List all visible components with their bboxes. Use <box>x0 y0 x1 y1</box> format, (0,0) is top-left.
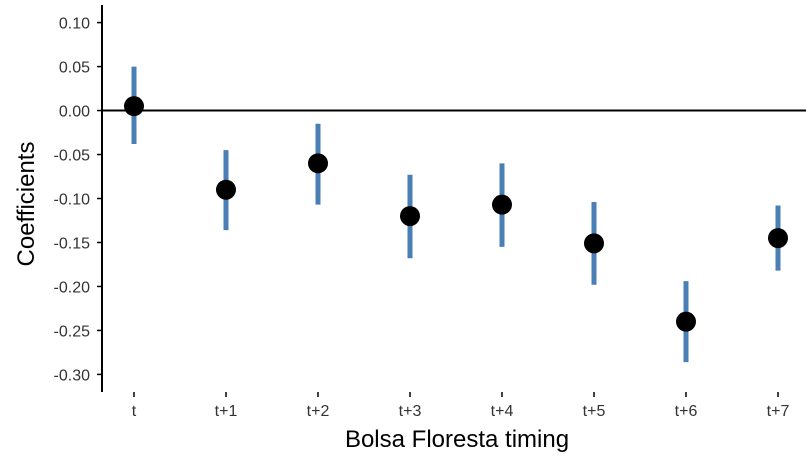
x-tick-label: t+6 <box>675 403 698 420</box>
x-tick-label: t+5 <box>583 403 606 420</box>
axes <box>101 5 806 392</box>
y-tick-label: -0.20 <box>54 279 91 296</box>
y-tick-label: 0.00 <box>59 104 90 121</box>
estimate-point <box>216 179 236 200</box>
y-tick-label: 0.10 <box>59 16 90 33</box>
estimate-point <box>676 311 696 332</box>
x-axis-ticks: t t+1 t+2 t+3 t+4 t+5 t+6 t+7 <box>132 392 790 420</box>
estimate-point <box>492 194 512 215</box>
estimate-point <box>584 233 604 254</box>
y-axis-title: Coefficients <box>13 142 40 267</box>
estimate-point <box>308 153 328 174</box>
y-tick-label: 0.05 <box>59 60 90 77</box>
plot-marks <box>124 66 788 363</box>
estimate-point <box>124 96 144 117</box>
x-tick-label: t+7 <box>767 403 790 420</box>
x-tick-label: t+1 <box>215 403 238 420</box>
y-tick-label: -0.10 <box>54 192 91 209</box>
y-tick-label: -0.30 <box>54 367 91 384</box>
y-tick-label: -0.15 <box>54 235 91 252</box>
x-tick-label: t+4 <box>491 403 514 420</box>
x-tick-label: t <box>132 403 137 420</box>
x-tick-label: t+3 <box>399 403 422 420</box>
x-axis-title: Bolsa Floresta timing <box>345 426 569 453</box>
y-axis-ticks: 0.10 0.05 0.00 -0.05 -0.10 -0.15 -0.20 -0.25 -0.… <box>54 16 102 384</box>
y-tick-label: -0.25 <box>54 323 91 340</box>
x-tick-label: t+2 <box>307 403 330 420</box>
y-tick-label: -0.05 <box>54 148 91 165</box>
estimate-point <box>400 206 420 227</box>
estimate-point <box>768 228 788 249</box>
